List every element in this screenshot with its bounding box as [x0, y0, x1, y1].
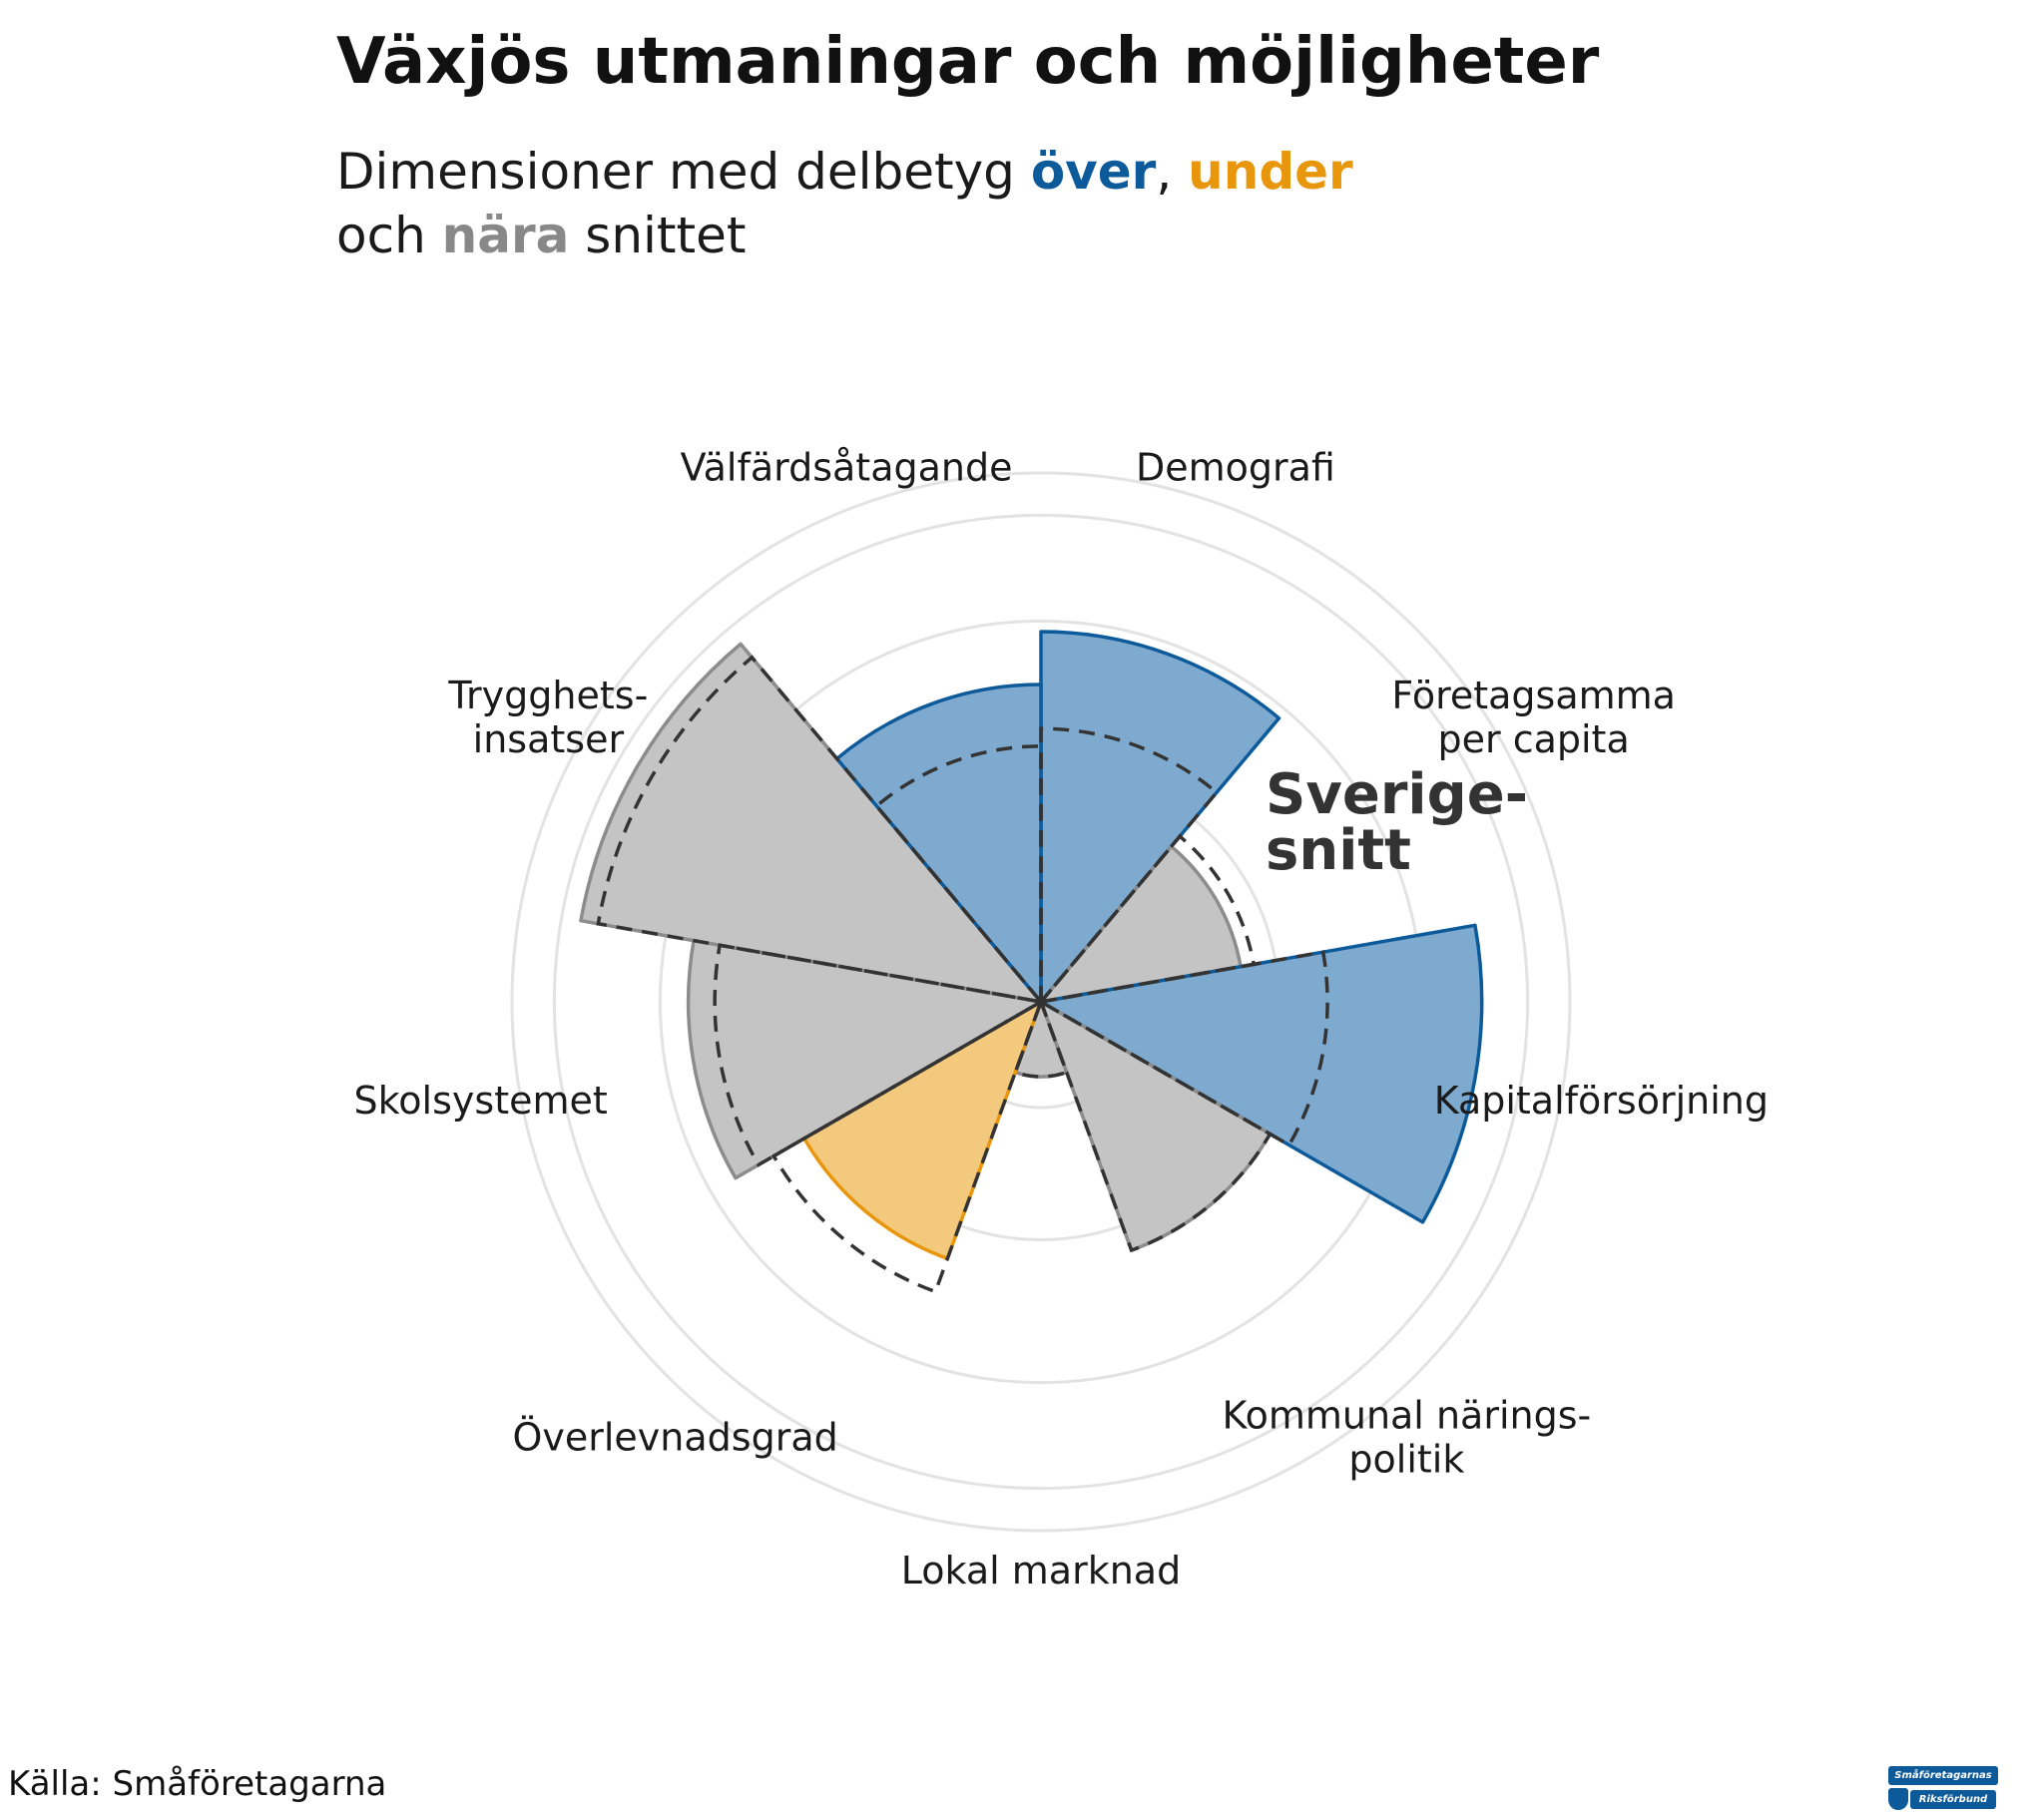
- subtitle-comma: ,: [1156, 143, 1189, 201]
- logo-line-1: Småföretagarnas: [1888, 1766, 1998, 1785]
- category-label-kapitalförsörjning: Kapitalförsörjning: [1434, 1079, 1769, 1123]
- average-överlevnadsgrad: [770, 998, 1045, 1294]
- subtitle-prefix: Dimensioner med delbetyg: [336, 143, 1031, 201]
- bar-skolsystemet: [686, 938, 1043, 1180]
- category-label-trygghets-insatser: Trygghets-insatser: [447, 674, 648, 761]
- category-label-line: Demografi: [1136, 445, 1335, 489]
- bar-trygghets-insatser: [579, 642, 1043, 1004]
- average-trygghets-insatser: [596, 655, 1046, 1005]
- chart-bars: [579, 630, 1484, 1261]
- category-label-line: insatser: [473, 717, 625, 761]
- average-skolsystemet: [713, 943, 1047, 1167]
- bar-kommunal-närings-politik: [1039, 1000, 1273, 1252]
- category-label-företagsamma-per-capita: Företagsamma per capita: [1391, 674, 1676, 761]
- category-labels: Demografi Företagsamma per capita Kapitalfö…: [354, 445, 1769, 1592]
- category-label-line: Överlevnadsgrad: [512, 1416, 837, 1460]
- average-outlines: [596, 655, 1329, 1294]
- category-label-line: Skolsystemet: [354, 1079, 608, 1123]
- subtitle-line-1: Dimensioner med delbetyg över, under: [336, 140, 1353, 204]
- source-note: Källa: Småföretagarna: [8, 1764, 387, 1804]
- category-label-lokal-marknad: Lokal marknad: [901, 1549, 1181, 1592]
- bar-företagsamma-per-capita: [1039, 844, 1243, 1004]
- logo-shield-icon: [1888, 1788, 1908, 1810]
- category-label-line: Välfärdsåtagande: [681, 445, 1013, 489]
- subtitle-line-2: och nära snittet: [336, 204, 1353, 267]
- category-label-line: politik: [1348, 1438, 1464, 1482]
- average-välfärdsåtagande: [873, 744, 1043, 1007]
- category-label-kommunal-närings-politik: Kommunal närings-politik: [1223, 1394, 1592, 1482]
- bar-överlevnadsgrad: [802, 1000, 1043, 1261]
- average-företagsamma-per-capita: [1036, 833, 1257, 1005]
- reference-label-line: Sverige-: [1266, 762, 1528, 827]
- bar-välfärdsåtagande: [834, 682, 1043, 1004]
- subtitle-keyword-near: nära: [441, 207, 570, 264]
- subtitle-keyword-under: under: [1188, 143, 1353, 201]
- category-label-line: Kapitalförsörjning: [1434, 1079, 1769, 1123]
- grid-circle-5: [510, 471, 1572, 1533]
- category-label-line: Trygghets-: [447, 674, 648, 717]
- average-demografi: [1039, 726, 1220, 1007]
- organization-logo: Småföretagarnas Riksförbund: [1888, 1766, 1998, 1820]
- chart-subtitle: Dimensioner med delbetyg över, under och…: [336, 140, 1353, 267]
- category-label-line: per capita: [1438, 717, 1630, 761]
- category-label-line: Kommunal närings-: [1223, 1394, 1592, 1438]
- category-label-överlevnadsgrad: Överlevnadsgrad: [512, 1416, 837, 1460]
- reference-label-line: snitt: [1266, 818, 1411, 883]
- category-label-line: Företagsamma: [1391, 674, 1676, 717]
- category-label-välfärdsåtagande: Välfärdsåtagande: [681, 445, 1013, 489]
- bar-kapitalförsörjning: [1039, 923, 1484, 1224]
- subtitle-keyword-over: över: [1030, 143, 1157, 201]
- chart-title: Växjös utmaningar och möjligheter: [336, 25, 1600, 99]
- subtitle-line2-prefix: och: [336, 207, 442, 264]
- category-label-demografi: Demografi: [1136, 445, 1335, 489]
- category-label-line: Lokal marknad: [901, 1549, 1181, 1592]
- grid-circle-4: [552, 513, 1530, 1491]
- category-label-skolsystemet: Skolsystemet: [354, 1079, 608, 1123]
- bar-demografi: [1039, 630, 1281, 1004]
- logo-line-2: Riksförbund: [1910, 1790, 1996, 1809]
- subtitle-suffix: snittet: [569, 207, 747, 264]
- average-kapitalförsörjning: [1035, 950, 1329, 1147]
- reference-label: Sverige-snitt: [1266, 762, 1528, 883]
